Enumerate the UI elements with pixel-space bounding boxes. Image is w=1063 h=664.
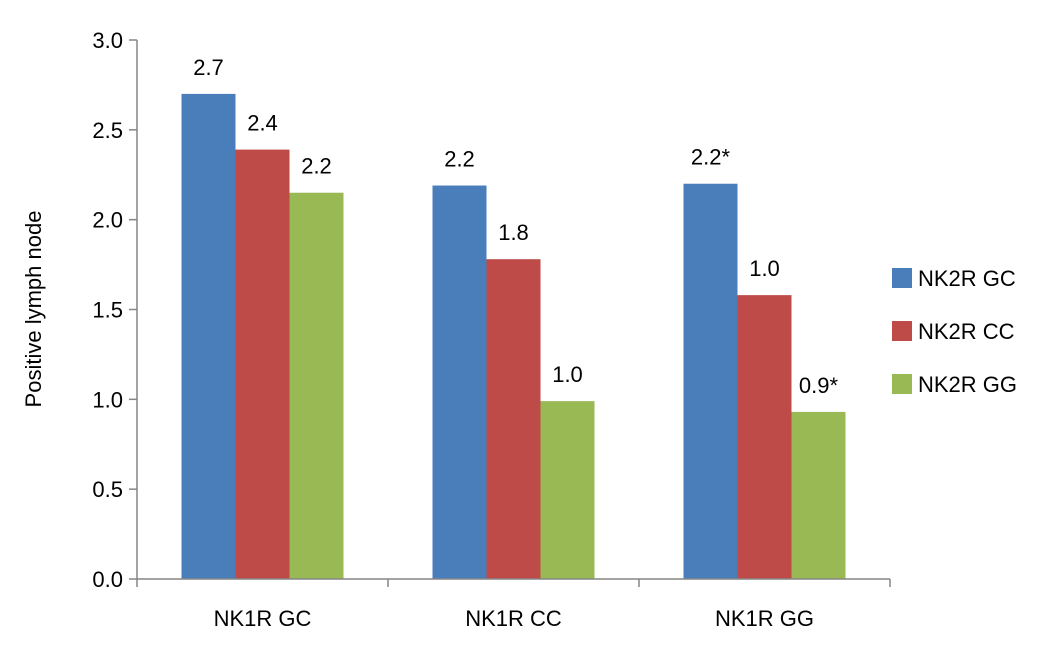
y-axis-ticks: 0.0 0.5 1.0 1.5 2.0 2.5 3.0 xyxy=(92,28,137,592)
y-tick-label: 0.0 xyxy=(92,567,123,592)
x-category-label: NK1R GC xyxy=(214,606,312,631)
x-category-label: NK1R GG xyxy=(715,606,814,631)
y-tick-label: 2.5 xyxy=(92,118,123,143)
legend-swatch xyxy=(892,374,912,394)
legend-swatch xyxy=(892,321,912,341)
bar xyxy=(737,295,792,579)
bar xyxy=(683,183,738,579)
y-tick-label: 2.0 xyxy=(92,208,123,233)
bar xyxy=(432,185,487,579)
bar-value-label: 2.2* xyxy=(691,145,731,170)
value-labels: 2.7 2.4 2.2 2.2 1.8 1.0 2.2* 1.0 0.9* xyxy=(193,55,838,398)
bar xyxy=(486,259,541,579)
legend-label: NK2R CC xyxy=(918,319,1015,344)
bar-value-label: 0.9* xyxy=(799,373,839,398)
bar-value-label: 2.7 xyxy=(193,55,224,80)
y-tick-label: 1.5 xyxy=(92,298,123,323)
bar-value-label: 2.2 xyxy=(444,147,475,172)
bar-value-label: 1.0 xyxy=(749,256,780,281)
legend: NK2R GC NK2R CC NK2R GG xyxy=(892,266,1017,397)
legend-swatch xyxy=(892,268,912,288)
bars xyxy=(181,93,846,580)
y-tick-label: 0.5 xyxy=(92,477,123,502)
bar-value-label: 1.0 xyxy=(552,362,583,387)
legend-label: NK2R GG xyxy=(918,372,1017,397)
x-axis-ticks xyxy=(136,579,891,587)
bar xyxy=(791,411,846,579)
bar xyxy=(235,149,290,579)
bar xyxy=(289,192,344,579)
bar xyxy=(540,401,595,579)
bar-value-label: 2.2 xyxy=(301,154,332,179)
bar-value-label: 1.8 xyxy=(498,220,529,245)
y-tick-label: 1.0 xyxy=(92,387,123,412)
y-axis-title: Positive lymph node xyxy=(21,211,46,408)
x-category-label: NK1R CC xyxy=(465,606,562,631)
y-tick-label: 3.0 xyxy=(92,28,123,53)
legend-label: NK2R GC xyxy=(918,266,1016,291)
bar xyxy=(181,93,236,580)
x-axis-category-labels: NK1R GC NK1R CC NK1R GG xyxy=(214,606,814,631)
bar-value-label: 2.4 xyxy=(247,111,278,136)
